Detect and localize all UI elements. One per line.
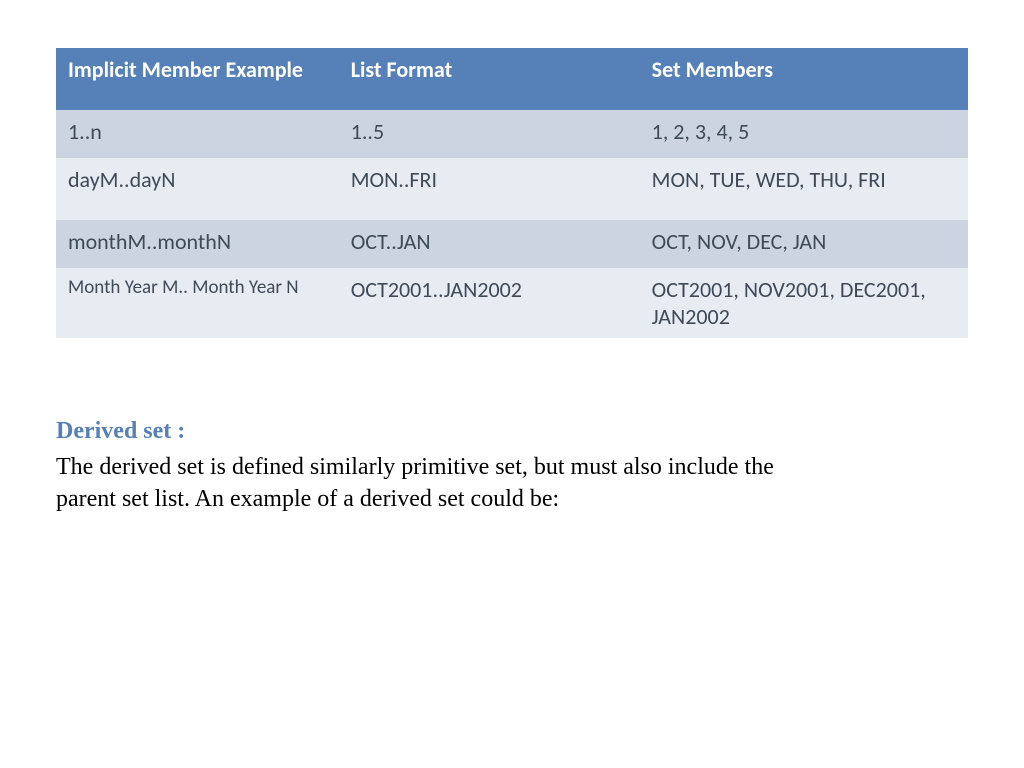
implicit-member-table: Implicit Member Example List Format Set … xyxy=(56,48,968,338)
cell: MON..FRI xyxy=(339,158,640,220)
table-row: monthM..monthN OCT..JAN OCT, NOV, DEC, J… xyxy=(56,220,968,268)
cell: dayM..dayN xyxy=(56,158,339,220)
cell: OCT2001, NOV2001, DEC2001, JAN2002 xyxy=(640,268,968,338)
col-header-implicit-member: Implicit Member Example xyxy=(56,48,339,110)
table-row: dayM..dayN MON..FRI MON, TUE, WED, THU, … xyxy=(56,158,968,220)
cell: OCT, NOV, DEC, JAN xyxy=(640,220,968,268)
cell: 1..n xyxy=(56,110,339,158)
derived-set-heading: Derived set : xyxy=(56,418,968,445)
table-row: 1..n 1..5 1, 2, 3, 4, 5 xyxy=(56,110,968,158)
cell: Month Year M.. Month Year N xyxy=(56,268,339,338)
derived-set-body: The derived set is defined similarly pri… xyxy=(56,451,836,516)
cell: 1, 2, 3, 4, 5 xyxy=(640,110,968,158)
cell: OCT2001..JAN2002 xyxy=(339,268,640,338)
table-row: Month Year M.. Month Year N OCT2001..JAN… xyxy=(56,268,968,338)
cell: 1..5 xyxy=(339,110,640,158)
cell: OCT..JAN xyxy=(339,220,640,268)
table-header-row: Implicit Member Example List Format Set … xyxy=(56,48,968,110)
cell: MON, TUE, WED, THU, FRI xyxy=(640,158,968,220)
col-header-set-members: Set Members xyxy=(640,48,968,110)
cell: monthM..monthN xyxy=(56,220,339,268)
col-header-list-format: List Format xyxy=(339,48,640,110)
